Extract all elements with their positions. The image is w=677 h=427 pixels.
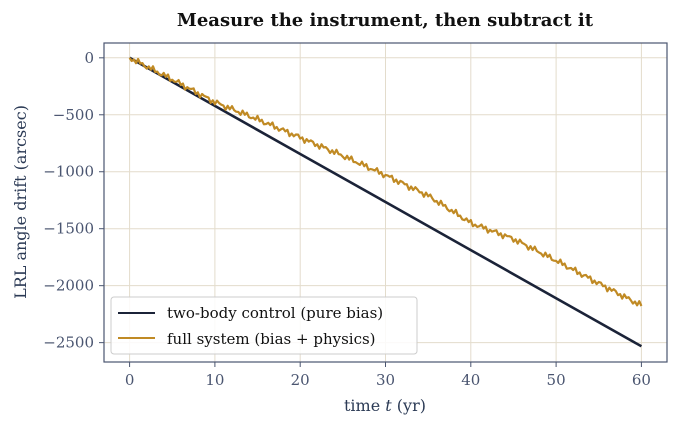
- y-tick-label: −1000: [43, 163, 94, 181]
- y-axis-label: LRL angle drift (arcsec): [11, 105, 30, 299]
- series-line-full-system: [128, 57, 643, 307]
- x-axis-label-prefix: time: [344, 396, 385, 415]
- y-tick-label: −500: [53, 106, 94, 124]
- legend: two-body control (pure bias) full system…: [110, 296, 418, 355]
- x-tick-label: 60: [632, 371, 651, 389]
- x-tick-label: 10: [205, 371, 224, 389]
- x-axis-label: time t (yr): [344, 396, 426, 415]
- plot-series: [128, 56, 643, 348]
- x-axis-label-suffix: (yr): [392, 396, 426, 415]
- series-line-two-body: [128, 56, 643, 348]
- x-tick-label: 0: [125, 371, 135, 389]
- y-tick-label: −2500: [43, 334, 94, 352]
- chart-title: Measure the instrument, then subtract it: [177, 10, 594, 31]
- legend-label-two-body: two-body control (pure bias): [167, 304, 383, 322]
- legend-box: [110, 296, 418, 355]
- x-tick-label: 40: [461, 371, 480, 389]
- x-tick-label: 30: [376, 371, 395, 389]
- y-tick-label: 0: [84, 49, 94, 67]
- x-tick-label: 50: [547, 371, 566, 389]
- x-axis-label-var: t: [385, 396, 392, 415]
- x-tick-label: 20: [291, 371, 310, 389]
- legend-label-full-system: full system (bias + physics): [167, 330, 376, 348]
- axis-ticks: 0 10 20 30 40 50 60 0 −500 −1000 −1500 −2000 −2500: [43, 49, 651, 389]
- y-tick-label: −2000: [43, 277, 94, 295]
- y-tick-label: −1500: [43, 220, 94, 238]
